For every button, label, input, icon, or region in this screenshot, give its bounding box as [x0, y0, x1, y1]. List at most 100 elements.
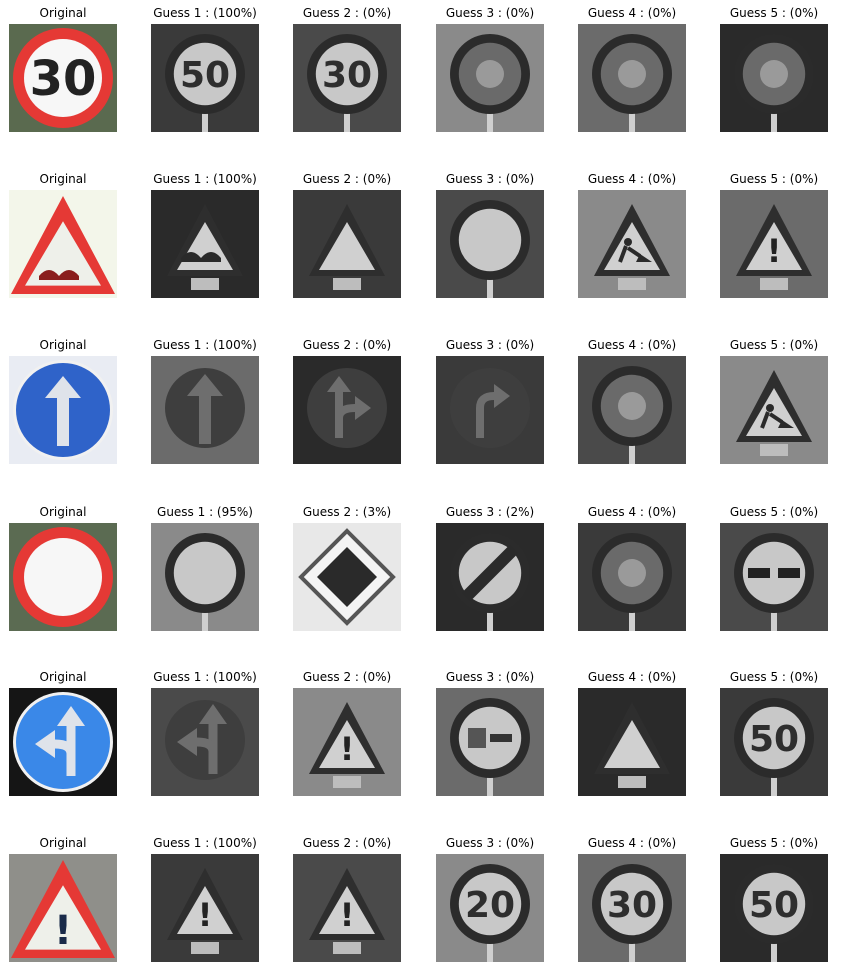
svg-text:!: ! — [340, 896, 355, 934]
sign-bumpy-road — [167, 204, 243, 290]
sign-image — [578, 356, 686, 464]
sign-road-work — [736, 370, 812, 456]
sign-thumbnail — [720, 24, 828, 132]
sign-thumbnail — [9, 523, 117, 631]
sign-image — [151, 356, 259, 464]
sign-straight-right — [307, 368, 387, 448]
original-title: Original — [39, 836, 87, 850]
sign-thumbnail: 50 — [151, 24, 259, 132]
sign-thumbnail — [9, 190, 117, 298]
original-title: Original — [39, 670, 87, 684]
sign-end-restriction — [450, 533, 530, 631]
sign-image: 50 — [720, 854, 828, 962]
sign-straight-left — [165, 700, 245, 780]
svg-text:30: 30 — [322, 55, 372, 96]
sign-circle-dark — [734, 34, 814, 132]
guess-title: Guess 5 : (0%) — [729, 338, 819, 352]
sign-image — [151, 190, 259, 298]
guess-title: Guess 3 : (0%) — [445, 670, 535, 684]
sign-image: ! — [720, 190, 828, 298]
guess-title: Guess 3 : (0%) — [445, 338, 535, 352]
sign-thumbnail — [578, 190, 686, 298]
sign-thumbnail — [9, 688, 117, 796]
sign-thumbnail — [293, 523, 401, 631]
sign-thumbnail — [720, 523, 828, 631]
guess-title: Guess 5 : (0%) — [729, 670, 819, 684]
guess-title: Guess 4 : (0%) — [587, 670, 677, 684]
sign-image: 30 — [9, 24, 117, 132]
sign-straight-left — [13, 692, 113, 792]
sign-image — [436, 190, 544, 298]
sign-speed-30: 30 — [592, 864, 672, 962]
sign-no-passing — [734, 533, 814, 631]
sign-circle-dark — [450, 34, 530, 132]
sign-image — [436, 356, 544, 464]
original-title: Original — [39, 172, 87, 186]
sign-image — [436, 24, 544, 132]
sign-speed-30: 30 — [307, 34, 387, 132]
sign-thumbnail — [436, 190, 544, 298]
sign-thumbnail: 30 — [578, 854, 686, 962]
guess-title: Guess 3 : (0%) — [445, 6, 535, 20]
sign-image — [720, 523, 828, 631]
guess-title: Guess 2 : (0%) — [302, 6, 392, 20]
guess-title: Guess 1 : (100%) — [153, 338, 257, 352]
guess-title: Guess 5 : (0%) — [729, 836, 819, 850]
svg-text:!: ! — [767, 232, 782, 270]
sign-speed-50: 50 — [165, 34, 245, 132]
sign-speed-30: 30 — [13, 28, 113, 128]
sign-image: ! — [293, 688, 401, 796]
svg-text:!: ! — [54, 908, 72, 954]
sign-thumbnail — [293, 356, 401, 464]
sign-speed-20: 20 — [450, 864, 530, 962]
sign-speed-50: 50 — [734, 864, 814, 962]
sign-thumbnail — [720, 356, 828, 464]
original-title: Original — [39, 338, 87, 352]
svg-text:20: 20 — [465, 885, 515, 926]
sign-thumbnail — [578, 523, 686, 631]
sign-thumbnail — [436, 688, 544, 796]
guess-title: Guess 2 : (0%) — [302, 338, 392, 352]
sign-thumbnail — [293, 190, 401, 298]
sign-thumbnail: 50 — [720, 688, 828, 796]
sign-image — [578, 24, 686, 132]
sign-image — [151, 523, 259, 631]
svg-text:50: 50 — [749, 885, 799, 926]
sign-bumpy-road — [11, 196, 115, 294]
guess-title: Guess 1 : (95%) — [157, 505, 253, 519]
guess-title: Guess 5 : (0%) — [729, 172, 819, 186]
sign-thumbnail — [9, 356, 117, 464]
sign-image: 50 — [151, 24, 259, 132]
sign-circle-empty — [450, 200, 530, 298]
guess-title: Guess 2 : (0%) — [302, 670, 392, 684]
guess-title: Guess 2 : (0%) — [302, 836, 392, 850]
sign-thumbnail — [578, 688, 686, 796]
sign-triangle — [594, 702, 670, 788]
sign-image — [578, 190, 686, 298]
sign-image — [436, 523, 544, 631]
sign-image: ! — [293, 854, 401, 962]
sign-thumbnail: ! — [151, 854, 259, 962]
svg-text:50: 50 — [749, 719, 799, 760]
sign-image: ! — [151, 854, 259, 962]
sign-image — [578, 523, 686, 631]
sign-image — [720, 24, 828, 132]
sign-image: 30 — [293, 24, 401, 132]
sign-circle-dark — [592, 533, 672, 631]
sign-image — [293, 523, 401, 631]
svg-text:30: 30 — [30, 51, 97, 107]
sign-image — [436, 688, 544, 796]
guess-title: Guess 4 : (0%) — [587, 338, 677, 352]
svg-text:!: ! — [198, 896, 213, 934]
sign-thumbnail: ! — [293, 854, 401, 962]
sign-image: 50 — [720, 688, 828, 796]
sign-circle-dark — [592, 366, 672, 464]
sign-thumbnail — [151, 523, 259, 631]
guess-title: Guess 3 : (2%) — [445, 505, 535, 519]
svg-text:50: 50 — [180, 55, 230, 96]
sign-ahead-only — [165, 368, 245, 448]
sign-caution: ! — [11, 860, 115, 958]
svg-text:!: ! — [340, 730, 355, 768]
sign-thumbnail — [436, 523, 544, 631]
